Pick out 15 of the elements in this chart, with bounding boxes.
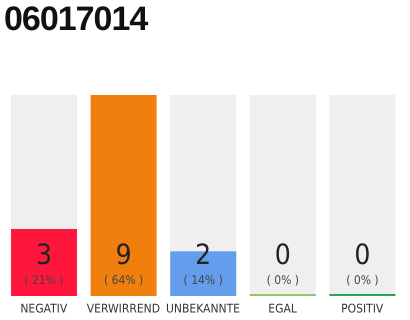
data-label: 0 [354, 238, 370, 271]
x-tick-label: UNBEKANNTE [166, 302, 240, 316]
annotation: ( 64% ) [104, 273, 144, 287]
data-label: 9 [116, 238, 132, 271]
annotation: ( 21% ) [24, 273, 64, 287]
x-tick-label: VERWIRREND [86, 302, 160, 316]
data-label: 0 [274, 238, 291, 271]
x-tick-label: NEGATIV [20, 302, 68, 316]
annotation: ( 0% ) [266, 273, 300, 287]
data-label: 3 [36, 238, 52, 271]
annotation: ( 0% ) [346, 273, 379, 287]
chart-title: 06017014 [4, 0, 148, 39]
annotation: ( 14% ) [184, 273, 223, 287]
x-tick-label: EGAL [268, 302, 297, 316]
x-tick-label: POSITIV [341, 302, 384, 316]
